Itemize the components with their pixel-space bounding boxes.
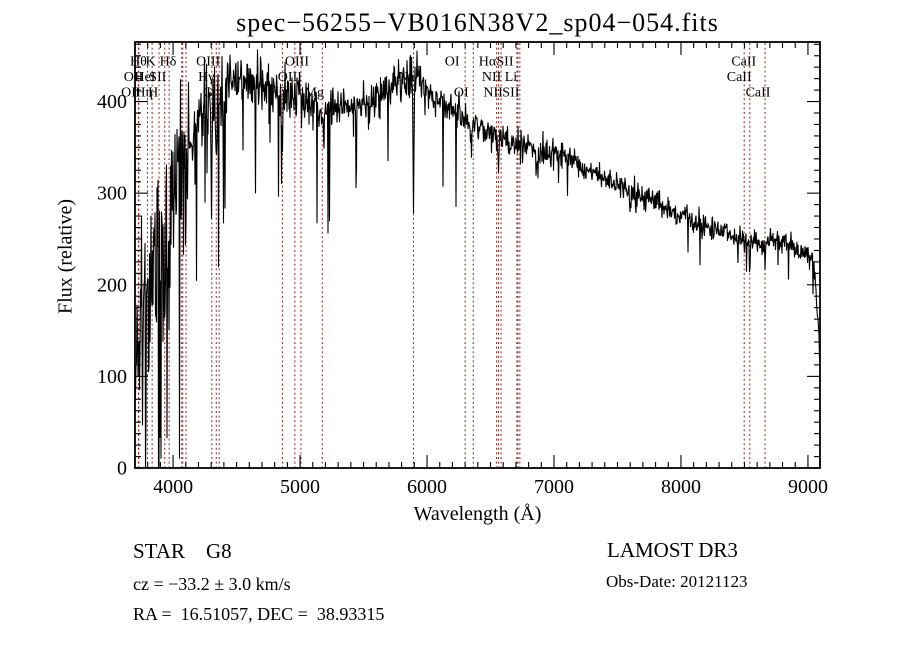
spectral-line-label: HeI <box>134 70 155 85</box>
spectral-line-label: OIII <box>278 70 302 85</box>
spectral-line-label: Hη <box>135 86 152 101</box>
spectral-line-label: Hδ <box>160 55 177 70</box>
y-tick-label: 300 <box>97 183 127 205</box>
spectral-line-label: OII <box>124 70 144 85</box>
plot-frame <box>134 41 821 469</box>
ra-dec-text: RA = 16.51057, DEC = 38.93315 <box>133 604 385 624</box>
x-tick-label: 9000 <box>788 476 828 498</box>
spectral-line-label: SII <box>502 86 519 101</box>
x-tick-label: 6000 <box>407 476 447 498</box>
spectral-line-label: CaII <box>727 70 752 85</box>
y-tick-label: 100 <box>97 366 127 388</box>
x-axis-title: Wavelength (Å) <box>413 503 542 525</box>
x-tick-label: 7000 <box>534 476 574 498</box>
spectral-line-label: CaII <box>746 86 771 101</box>
spectral-line-label: SII <box>496 55 513 70</box>
y-tick-label: 200 <box>97 274 127 296</box>
y-tick-label: 400 <box>97 91 127 113</box>
spectral-line-label: G <box>203 86 213 101</box>
object-class-text: STAR G8 <box>133 539 232 563</box>
spectrum-trace <box>134 49 821 469</box>
spectral-line-label: OIII <box>285 55 309 70</box>
spectral-line-label: K <box>146 55 156 70</box>
x-tick-label: 4000 <box>153 476 193 498</box>
cz-velocity-text: cz = −33.2 ± 3.0 km/s <box>133 574 291 594</box>
spectral-line-label: SII <box>149 70 166 85</box>
x-tick-label: 8000 <box>661 476 701 498</box>
spectral-line-label: OI <box>454 86 469 101</box>
spectral-line-label: CaII <box>731 55 756 70</box>
spectral-line-label: Li <box>505 70 518 85</box>
spectral-line-label: OIII <box>196 55 220 70</box>
y-axis-title: Flux (relative) <box>54 199 77 314</box>
spectral-line-label: OI <box>445 55 460 70</box>
plot-title: spec−56255−VB016N38V2_sp04−054.fits <box>236 8 719 37</box>
spectral-line-label: NII <box>483 86 503 101</box>
spectral-line-label: Hα <box>479 55 497 70</box>
spectral-line-label: OII <box>121 86 141 101</box>
spectral-line-label: H <box>148 86 158 101</box>
spectral-line-label: NII <box>482 70 502 85</box>
y-tick-label: 0 <box>117 458 127 480</box>
obs-date-text: Obs-Date: 20121123 <box>606 572 748 591</box>
x-tick-label: 5000 <box>280 476 320 498</box>
survey-name-text: LAMOST DR3 <box>607 538 738 562</box>
